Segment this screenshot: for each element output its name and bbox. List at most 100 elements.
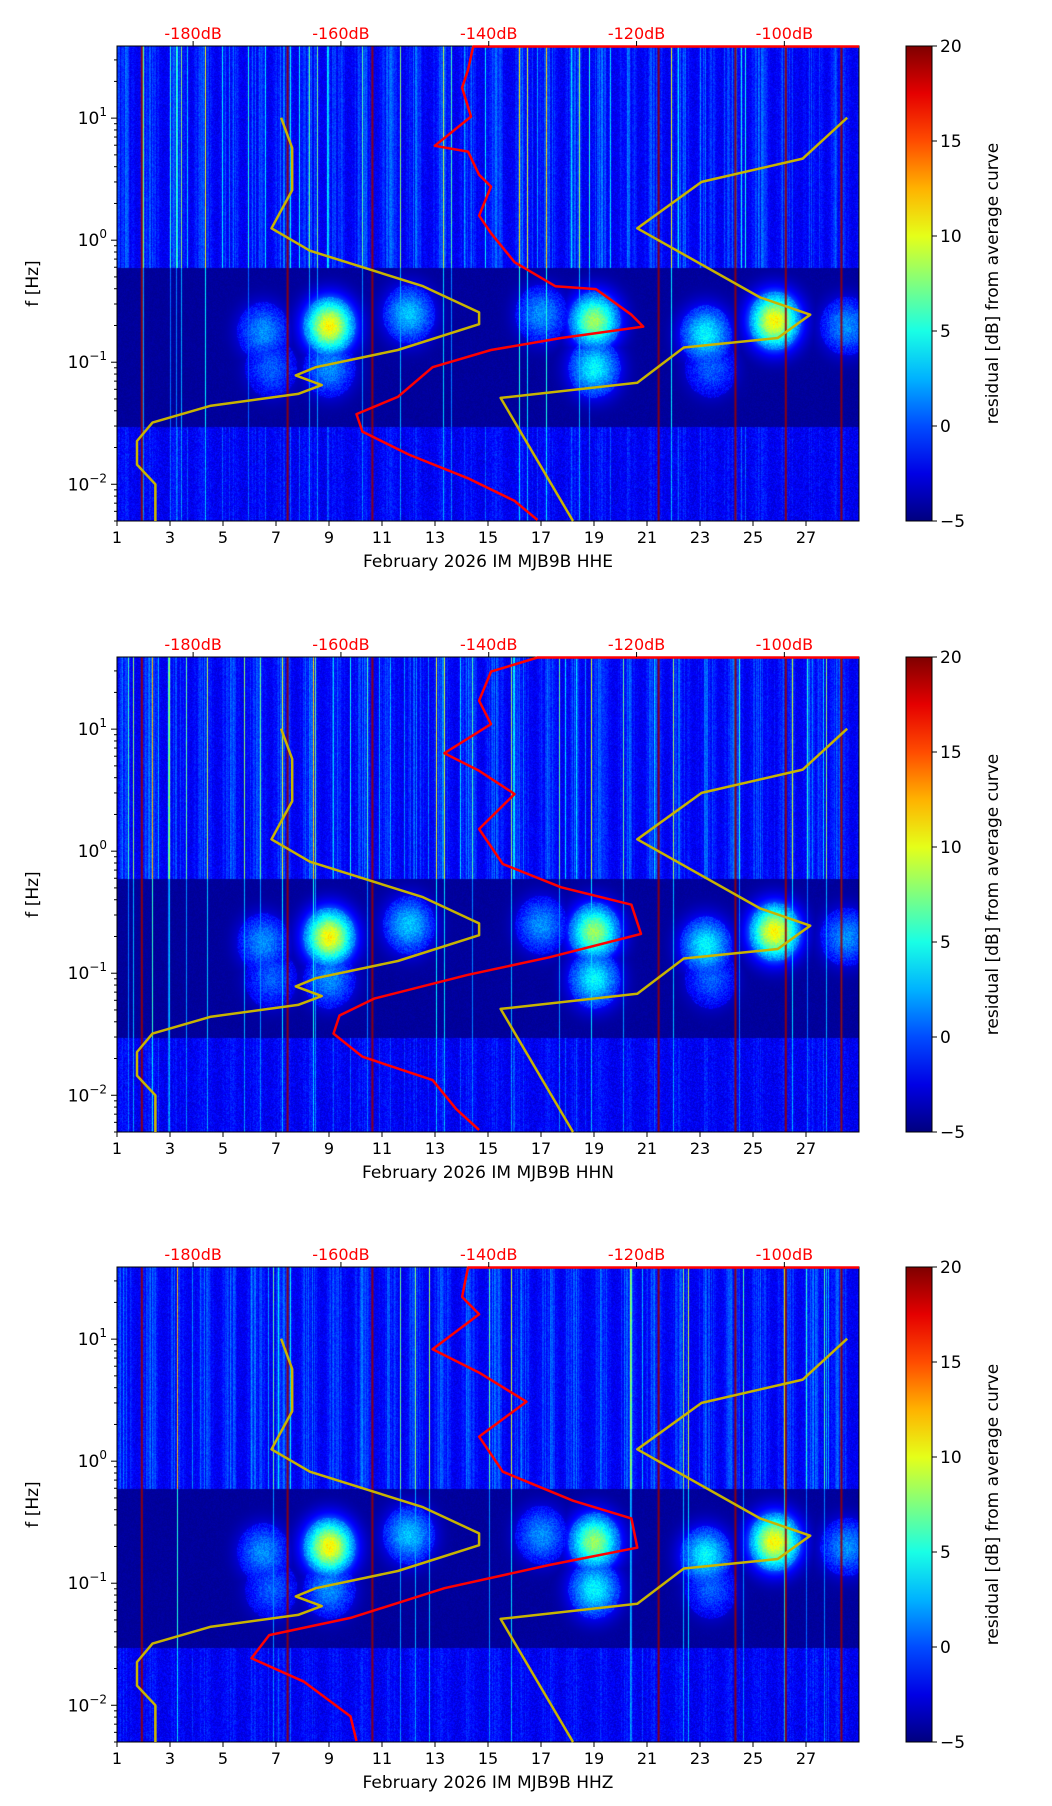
x-tick-label: 27 bbox=[796, 528, 816, 547]
x-tick-label: 5 bbox=[218, 1139, 228, 1158]
colorbar-tick-label: 5 bbox=[940, 322, 951, 342]
average-curve-line bbox=[355, 45, 859, 521]
x-tick-label: 3 bbox=[165, 1139, 175, 1158]
colorbar-tick-label: 5 bbox=[940, 1543, 951, 1563]
x-tick-label: 5 bbox=[218, 1749, 228, 1768]
x-tick-label: 21 bbox=[637, 1139, 657, 1158]
y-tick-base: 10 bbox=[68, 353, 90, 373]
y-tick-label: 10−1 bbox=[68, 960, 107, 984]
x-tick-label: 15 bbox=[478, 1749, 498, 1768]
x-tick-label: 19 bbox=[584, 1749, 604, 1768]
y-tick-label: 10−1 bbox=[68, 1570, 107, 1594]
y-tick-base: 10 bbox=[68, 964, 90, 984]
x-tick-label: 27 bbox=[796, 1139, 816, 1158]
colorbar-tick-label: 15 bbox=[940, 1353, 962, 1373]
colorbar-label: residual [dB] from average curve bbox=[983, 143, 1003, 424]
x-tick-label: 1 bbox=[112, 528, 122, 547]
colorbar-tick-label: 15 bbox=[940, 743, 962, 763]
plot-frame bbox=[116, 45, 860, 522]
y-tick-label: 100 bbox=[78, 1448, 107, 1472]
y-tick-label: 10−1 bbox=[68, 349, 107, 373]
colorbar-tick-label: 0 bbox=[940, 1638, 951, 1658]
top-db-tick-label: -180dB bbox=[164, 24, 221, 43]
colorbar bbox=[905, 1266, 933, 1743]
y-tick-label: 100 bbox=[78, 227, 107, 251]
x-tick-label: 15 bbox=[478, 528, 498, 547]
x-tick-label: 9 bbox=[324, 1749, 334, 1768]
colorbar-tick-label: 10 bbox=[940, 1448, 962, 1468]
y-tick-base: 10 bbox=[78, 720, 100, 740]
x-tick-label: 7 bbox=[271, 1139, 281, 1158]
top-db-tick-label: -140dB bbox=[460, 24, 517, 43]
x-tick-label: 17 bbox=[531, 1139, 551, 1158]
top-db-tick-label: -100dB bbox=[756, 635, 813, 654]
low-noise-model-line bbox=[135, 117, 481, 521]
high-noise-model-line bbox=[499, 727, 849, 1133]
x-tick-label: 13 bbox=[425, 1139, 445, 1158]
y-tick-exponent: 0 bbox=[99, 227, 107, 241]
x-tick-label: 13 bbox=[425, 1749, 445, 1768]
x-tick-label: 7 bbox=[271, 528, 281, 547]
x-tick-label: 3 bbox=[165, 528, 175, 547]
colorbar bbox=[905, 45, 933, 522]
x-tick-label: 25 bbox=[743, 528, 763, 547]
x-tick-label: 25 bbox=[743, 1749, 763, 1768]
x-tick-label: 11 bbox=[372, 1139, 392, 1158]
high-noise-model-line bbox=[499, 116, 849, 522]
top-db-tick-label: -100dB bbox=[756, 1245, 813, 1264]
x-tick-label: 21 bbox=[637, 528, 657, 547]
colorbar bbox=[905, 656, 933, 1133]
x-tick-label: 19 bbox=[584, 1139, 604, 1158]
y-tick-exponent: −1 bbox=[89, 349, 107, 363]
colorbar-tick-label: 20 bbox=[940, 648, 962, 668]
y-tick-exponent: −1 bbox=[89, 960, 107, 974]
plot-frame bbox=[116, 1266, 860, 1743]
average-curve-line bbox=[250, 1266, 859, 1742]
x-tick-label: 17 bbox=[531, 1749, 551, 1768]
colorbar-tick-label: 0 bbox=[940, 1028, 951, 1048]
colorbar-tick-label: 10 bbox=[940, 227, 962, 247]
x-tick-label: 11 bbox=[372, 1749, 392, 1768]
x-axis-label: February 2026 IM MJB9B HHZ bbox=[363, 1773, 614, 1793]
y-tick-label: 100 bbox=[78, 838, 107, 862]
y-tick-exponent: 1 bbox=[99, 105, 107, 119]
x-axis-label: February 2026 IM MJB9B HHE bbox=[363, 552, 613, 572]
low-noise-model-line bbox=[135, 728, 481, 1132]
y-axis-label: f [Hz] bbox=[23, 260, 43, 306]
y-tick-exponent: −2 bbox=[89, 471, 107, 485]
x-tick-label: 25 bbox=[743, 1139, 763, 1158]
average-curve-line bbox=[332, 656, 859, 1131]
x-tick-label: 7 bbox=[271, 1749, 281, 1768]
x-tick-label: 1 bbox=[112, 1139, 122, 1158]
y-tick-base: 10 bbox=[68, 1574, 90, 1594]
top-db-tick-label: -120dB bbox=[608, 1245, 665, 1264]
top-db-tick-label: -120dB bbox=[608, 635, 665, 654]
y-axis-label: f [Hz] bbox=[23, 871, 43, 917]
y-tick-base: 10 bbox=[78, 1452, 100, 1472]
x-tick-label: 15 bbox=[478, 1139, 498, 1158]
x-tick-label: 21 bbox=[637, 1749, 657, 1768]
y-tick-exponent: 0 bbox=[99, 1448, 107, 1462]
top-db-tick-label: -160dB bbox=[312, 1245, 369, 1264]
y-tick-label: 10−2 bbox=[68, 1082, 107, 1106]
x-tick-label: 19 bbox=[584, 528, 604, 547]
y-tick-label: 10−2 bbox=[68, 471, 107, 495]
colorbar-label: residual [dB] from average curve bbox=[983, 754, 1003, 1035]
y-tick-label: 101 bbox=[78, 105, 107, 129]
x-tick-label: 5 bbox=[218, 528, 228, 547]
x-tick-label: 11 bbox=[372, 528, 392, 547]
y-tick-label: 10−2 bbox=[68, 1692, 107, 1716]
colorbar-tick-label: −5 bbox=[940, 1123, 965, 1143]
colorbar-tick-label: 20 bbox=[940, 1258, 962, 1278]
top-db-tick-label: -180dB bbox=[164, 1245, 221, 1264]
y-tick-exponent: −1 bbox=[89, 1570, 107, 1584]
colorbar-tick-label: 0 bbox=[940, 417, 951, 437]
top-db-tick-label: -100dB bbox=[756, 24, 813, 43]
x-tick-label: 17 bbox=[531, 528, 551, 547]
top-db-tick-label: -120dB bbox=[608, 24, 665, 43]
y-tick-base: 10 bbox=[78, 231, 100, 251]
